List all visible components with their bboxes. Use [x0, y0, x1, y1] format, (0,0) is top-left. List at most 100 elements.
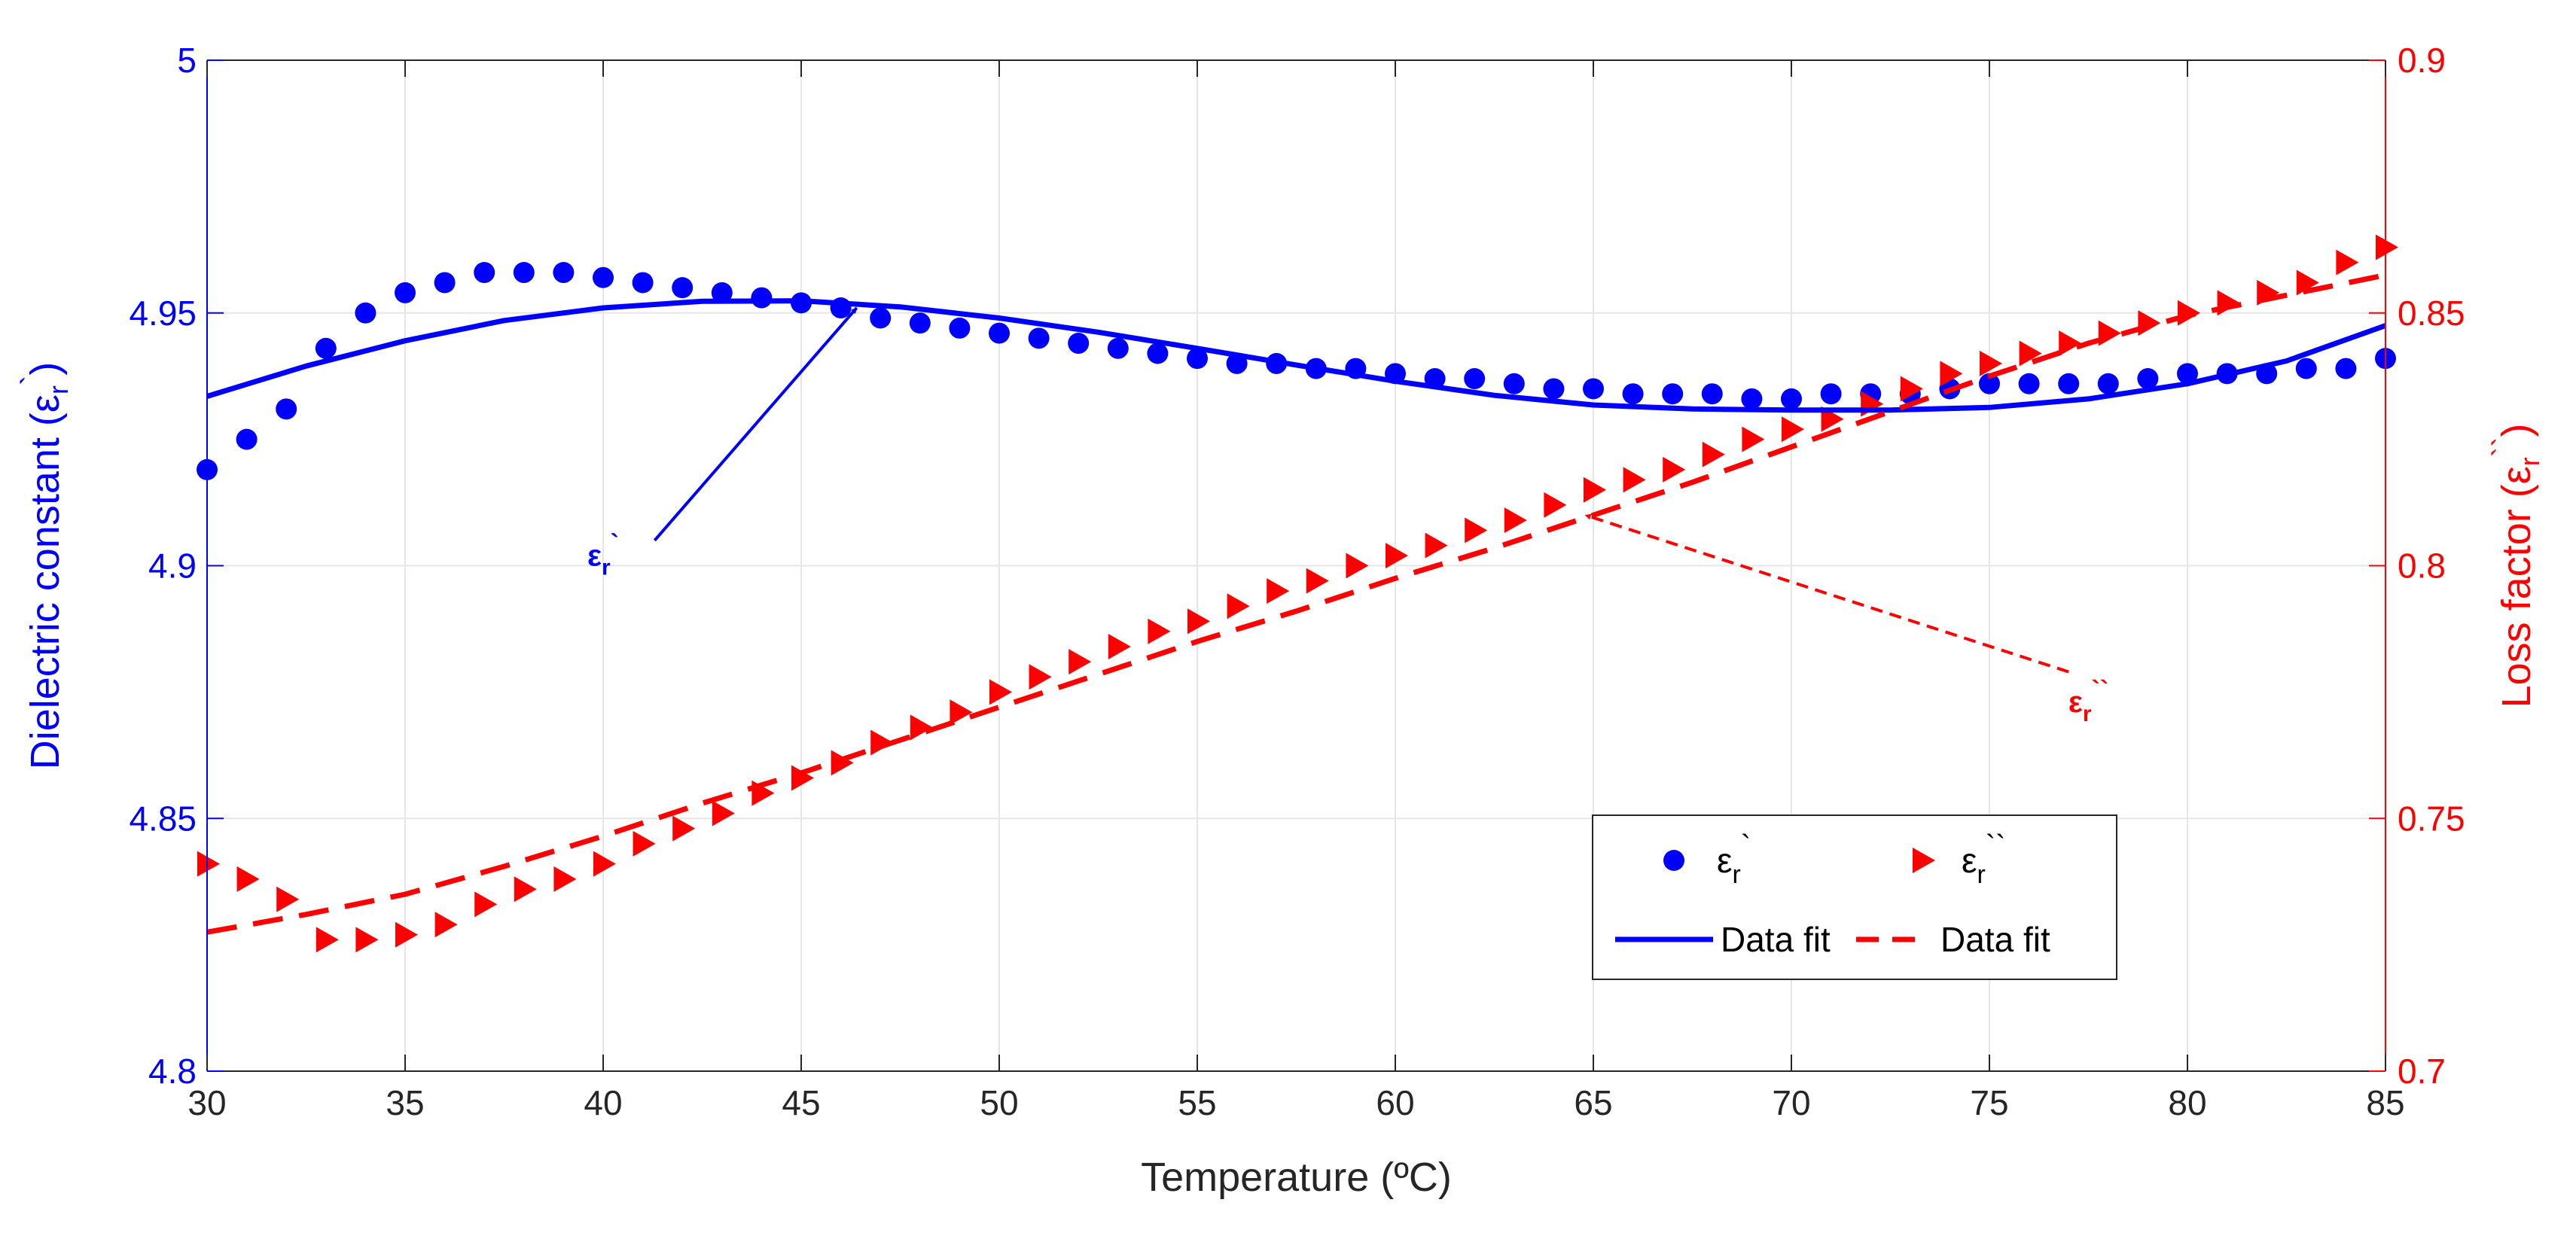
fit-line-loss-factor	[206, 272, 2386, 935]
data-point-dielectric-constant	[2177, 363, 2198, 385]
x-tick-label: 35	[386, 1083, 424, 1122]
data-point-loss-factor	[395, 921, 418, 948]
data-point-dielectric-constant	[909, 312, 931, 334]
data-point-loss-factor	[236, 866, 260, 892]
legend: εr` εr`` Data fit Data fit	[1592, 814, 2117, 980]
data-point-loss-factor	[2019, 340, 2042, 367]
data-point-loss-factor	[593, 851, 616, 877]
data-point-dielectric-constant	[593, 266, 614, 288]
data-point-loss-factor	[355, 927, 379, 953]
y-left-tick-label: 4.85	[129, 799, 197, 838]
y-right-tick-label: 0.9	[2398, 41, 2446, 80]
annotation-arrow-dielectric	[653, 306, 858, 542]
y-right-tick-label: 0.8	[2398, 546, 2446, 586]
x-tick-label: 85	[2366, 1083, 2404, 1122]
data-point-loss-factor	[1465, 517, 1488, 543]
data-point-dielectric-constant	[711, 282, 733, 303]
data-point-loss-factor	[1940, 361, 1963, 387]
data-point-dielectric-constant	[1701, 383, 1723, 405]
data-point-loss-factor	[1782, 416, 1804, 443]
data-point-dielectric-constant	[236, 428, 258, 450]
y-right-tick-label: 0.75	[2398, 799, 2465, 838]
data-point-loss-factor	[553, 866, 577, 892]
fit-line-dielectric-constant	[206, 298, 2387, 413]
legend-marker-circle	[1663, 850, 1684, 871]
data-point-dielectric-constant	[1583, 378, 1604, 400]
data-point-dielectric-constant	[2058, 373, 2080, 394]
data-point-loss-factor	[989, 679, 1012, 705]
data-point-loss-factor	[1702, 441, 1725, 467]
data-point-dielectric-constant	[1662, 383, 1684, 405]
data-point-dielectric-constant	[553, 262, 575, 284]
y-right-tick-label: 0.85	[2398, 294, 2465, 333]
data-point-dielectric-constant	[2018, 373, 2040, 394]
data-point-loss-factor	[1346, 553, 1369, 579]
data-point-loss-factor	[1980, 350, 2002, 376]
data-point-dielectric-constant	[2137, 368, 2159, 390]
data-point-dielectric-constant	[870, 307, 892, 329]
data-point-dielectric-constant	[2335, 358, 2357, 379]
y-left-tick-label: 5	[177, 41, 197, 80]
data-point-dielectric-constant	[751, 287, 773, 309]
data-point-dielectric-constant	[1068, 333, 1090, 355]
data-point-loss-factor	[831, 750, 854, 776]
data-point-loss-factor	[910, 714, 933, 741]
legend-box	[1592, 814, 2117, 980]
data-point-dielectric-constant	[1147, 342, 1169, 364]
axes: 30 35 40 45 50 55 60 65 70 75 80 85 4.8 4.85 4.9 4.95 5 0…	[16, 41, 2545, 1200]
data-point-loss-factor	[1504, 507, 1527, 534]
x-tick-label: 40	[584, 1083, 622, 1122]
data-point-dielectric-constant	[355, 302, 376, 324]
data-point-loss-factor	[950, 699, 973, 726]
x-tick-label: 50	[980, 1083, 1018, 1122]
y-left-axis-label: Dielectric constant (εr`)	[16, 362, 74, 770]
data-point-loss-factor	[1148, 618, 1171, 644]
data-point-dielectric-constant	[672, 277, 694, 299]
data-point-loss-factor	[1187, 608, 1210, 635]
y-left-tick-label: 4.95	[129, 294, 197, 333]
y-right-tick-label: 0.7	[2398, 1052, 2446, 1091]
data-point-dielectric-constant	[1979, 373, 2000, 394]
data-point-loss-factor	[712, 800, 735, 827]
data-point-loss-factor	[1306, 568, 1329, 594]
data-point-loss-factor	[1227, 593, 1250, 620]
x-tick-label: 55	[1178, 1083, 1216, 1122]
data-point-dielectric-constant	[1028, 327, 1050, 349]
x-tick-label: 70	[1772, 1083, 1810, 1122]
data-point-dielectric-constant	[1741, 388, 1763, 409]
y-right-axis-label: Loss factor (εr``)	[2487, 424, 2545, 708]
data-point-loss-factor	[514, 876, 537, 903]
data-point-loss-factor	[672, 815, 696, 842]
data-point-loss-factor	[1425, 532, 1448, 559]
data-point-dielectric-constant	[949, 317, 971, 339]
data-point-dielectric-constant	[1464, 368, 1486, 390]
x-tick-label: 75	[1970, 1083, 2008, 1122]
data-point-loss-factor	[434, 912, 458, 938]
x-tick-label: 45	[782, 1083, 820, 1122]
data-point-dielectric-constant	[276, 398, 297, 420]
data-point-dielectric-constant	[395, 282, 416, 303]
data-point-loss-factor	[197, 851, 220, 877]
data-point-dielectric-constant	[632, 272, 654, 294]
annotation-arrow-loss	[1584, 513, 2069, 674]
legend-marker-triangle	[1913, 848, 1935, 873]
legend-label: Data fit	[1940, 920, 2050, 959]
y-left-tick-label: 4.8	[148, 1052, 197, 1091]
data-point-loss-factor	[2296, 269, 2319, 296]
data-point-loss-factor	[1386, 543, 1408, 569]
legend-label: Data fit	[1721, 920, 1831, 959]
data-point-loss-factor	[1544, 492, 1567, 518]
x-tick-label: 80	[2168, 1083, 2206, 1122]
x-tick-label: 30	[187, 1083, 226, 1122]
x-tick-label: 65	[1574, 1083, 1612, 1122]
data-point-loss-factor	[2376, 234, 2398, 260]
data-point-loss-factor	[633, 830, 656, 857]
data-point-dielectric-constant	[1820, 383, 1842, 405]
data-point-dielectric-constant	[474, 262, 495, 284]
legend-label: εr`	[1717, 830, 1751, 889]
data-point-dielectric-constant	[989, 322, 1010, 344]
data-point-dielectric-constant	[1503, 373, 1525, 394]
y-left-tick-label: 4.9	[148, 546, 197, 586]
data-point-loss-factor	[1742, 426, 1765, 452]
